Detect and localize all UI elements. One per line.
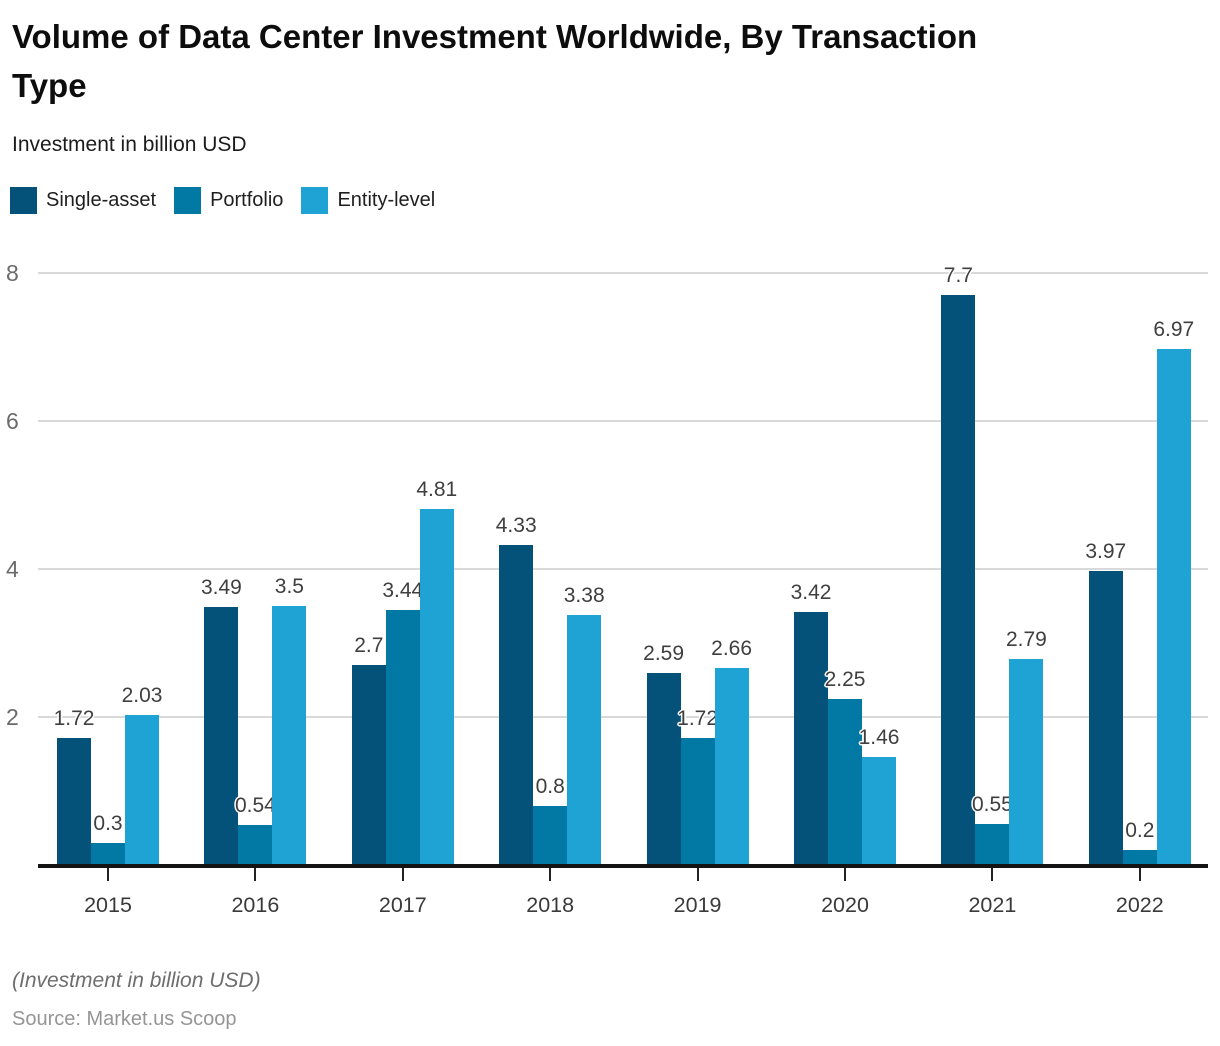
bar-value-label-2017-entity-level: 4.81: [416, 478, 458, 502]
x-axis-label-2022: 2022: [1115, 893, 1164, 917]
x-axis-tick-2021: [991, 868, 994, 881]
plot-area: 1.72 0.3 2.03 3.49 0.54 3.5 2.7 3.44 4.81 4.33 0.8…: [38, 245, 1208, 865]
bar-value-label-2019-portfolio: 1.72: [677, 706, 719, 730]
x-axis-line: [38, 864, 1208, 868]
bar-value-label-2019-entity-level: 2.66: [711, 637, 753, 661]
bar-2022-entity-level: [1156, 349, 1191, 865]
bar-value-label-2015-single-asset: 1.72: [53, 706, 95, 730]
legend-item-entity-level[interactable]: Entity-level: [301, 187, 435, 214]
x-axis-label-2016: 2016: [231, 893, 280, 917]
bar-2022-portfolio: [1122, 850, 1157, 865]
legend-label-single-asset: Single-asset: [46, 189, 157, 211]
bar-2015-single-asset: [57, 737, 91, 865]
bar-value-label-2018-single-asset: 4.33: [495, 513, 537, 537]
bar-value-label-2018-portfolio: 0.8: [535, 774, 565, 798]
footer-note: (Investment in billion USD): [12, 969, 261, 992]
source-attribution: Source: Market.us Scoop: [12, 1008, 237, 1030]
bar-2020-single-asset: [794, 611, 828, 865]
x-axis-tick-2017: [401, 868, 404, 881]
bar-value-label-2021-portfolio: 0.55: [971, 793, 1013, 817]
gridline-y-2: [38, 716, 1208, 718]
legend-label-portfolio: Portfolio: [210, 189, 284, 211]
bar-2021-entity-level: [1009, 658, 1044, 865]
bar-value-label-2016-entity-level: 3.5: [274, 575, 304, 598]
x-axis-tick-2019: [696, 868, 699, 881]
x-axis-tick-2022: [1138, 868, 1141, 881]
bar-value-label-2019-single-asset: 2.59: [643, 642, 685, 666]
bar-2017-portfolio: [385, 610, 420, 865]
x-axis-label-2019: 2019: [673, 893, 722, 917]
bar-2018-single-asset: [499, 544, 534, 865]
x-axis-label-2015: 2015: [84, 893, 132, 917]
legend-swatch-single-asset-icon: [10, 187, 37, 214]
bar-value-label-2020-portfolio: 2.25: [824, 667, 866, 691]
x-axis-tick-2018: [549, 868, 552, 881]
bar-2022-single-asset: [1088, 571, 1123, 865]
page-title: Volume of Data Center Investment Worldwi…: [12, 18, 978, 104]
bar-2016-entity-level: [272, 606, 307, 865]
bar-2017-entity-level: [419, 509, 454, 865]
bar-value-label-2017-single-asset: 2.7: [354, 634, 384, 658]
bar-value-label-2016-single-asset: 3.49: [200, 575, 242, 599]
legend-swatch-portfolio-icon: [174, 187, 202, 214]
bar-value-label-2015-entity-level: 2.03: [121, 683, 163, 707]
bar-2018-entity-level: [567, 614, 602, 865]
bar-2021-single-asset: [941, 295, 976, 865]
bar-value-label-2020-single-asset: 3.42: [790, 580, 832, 604]
legend-label-entity-level: Entity-level: [337, 189, 436, 211]
bar-2019-portfolio: [680, 737, 715, 865]
bar-2018-portfolio: [533, 805, 568, 865]
bar-2015-entity-level: [125, 714, 159, 865]
bar-value-label-2022-portfolio: 0.2: [1125, 819, 1155, 843]
gridline-y-8: [38, 272, 1208, 274]
legend-item-portfolio[interactable]: Portfolio: [174, 187, 283, 214]
legend-swatch-entity-level-icon: [301, 187, 329, 214]
bar-value-label-2016-portfolio: 0.54: [234, 794, 276, 818]
bar-value-label-2018-entity-level: 3.38: [563, 583, 605, 607]
bar-value-label-2022-single-asset: 3.97: [1085, 540, 1127, 564]
x-axis-tick-2016: [254, 868, 257, 881]
legend-item-single-asset[interactable]: Single-asset: [10, 187, 156, 214]
y-axis-tick-label-4: 4: [6, 556, 19, 582]
bar-2017-single-asset: [351, 665, 386, 865]
bar-2020-portfolio: [828, 698, 862, 865]
gridline-y-6: [38, 420, 1208, 422]
bar-value-label-2022-entity-level: 6.97: [1153, 318, 1195, 342]
bar-value-label-2020-entity-level: 1.46: [858, 725, 900, 749]
bar-2015-portfolio: [91, 842, 125, 865]
bar-2020-entity-level: [862, 756, 896, 865]
y-axis-tick-label-8: 8: [6, 260, 19, 286]
bar-2019-entity-level: [714, 668, 749, 865]
y-axis-tick-label-2: 2: [6, 704, 19, 730]
x-axis-tick-2015: [107, 868, 109, 881]
bar-value-label-2017-portfolio: 3.44: [382, 579, 424, 603]
gridline-y-4: [38, 568, 1208, 570]
bar-2016-single-asset: [204, 606, 239, 865]
chart-legend: Single-asset Portfolio Entity-level: [10, 187, 435, 214]
bar-2019-single-asset: [646, 673, 681, 865]
x-axis-label-2020: 2020: [821, 893, 869, 917]
x-axis-tick-2020: [844, 868, 846, 881]
bar-value-label-2015-portfolio: 0.3: [93, 811, 123, 835]
x-axis-label-2021: 2021: [968, 893, 1017, 917]
bar-2016-portfolio: [238, 825, 273, 865]
bar-value-label-2021-single-asset: 7.7: [943, 264, 973, 288]
bar-2021-portfolio: [975, 824, 1010, 865]
y-axis-tick-label-6: 6: [6, 408, 19, 434]
x-axis-label-2017: 2017: [378, 893, 427, 917]
bar-value-label-2021-entity-level: 2.79: [1005, 627, 1047, 651]
chart-subtitle: Investment in billion USD: [12, 133, 247, 156]
x-axis-label-2018: 2018: [526, 893, 575, 917]
